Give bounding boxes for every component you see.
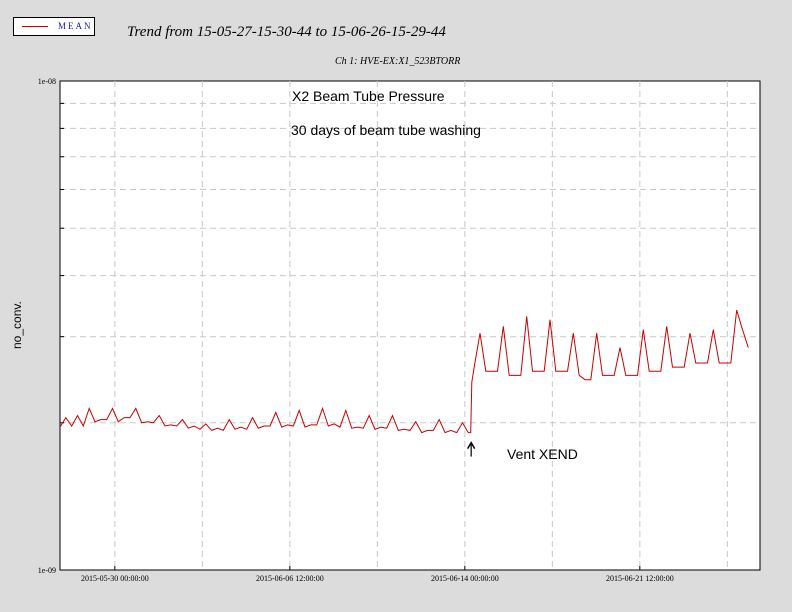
annotation-vent: Vent XEND bbox=[507, 446, 578, 462]
arrow-up-icon bbox=[467, 441, 476, 457]
annotations: X2 Beam Tube Pressure 30 days of beam tu… bbox=[291, 88, 578, 462]
plot-title: Trend from 15-05-27-15-30-44 to 15-06-26… bbox=[127, 24, 446, 40]
plot-subtitle: Ch 1: HVE-EX:X1_523BTORR bbox=[335, 56, 461, 67]
annotation-subtitle: 30 days of beam tube washing bbox=[291, 122, 481, 138]
grid bbox=[60, 81, 760, 570]
y-tick-label: 1e-08 bbox=[38, 77, 56, 86]
legend: MEAN bbox=[13, 17, 95, 36]
y-tick-label: 1e-09 bbox=[38, 566, 56, 575]
axis-ticks: 1e-08 1e-09 2015-05-30 00:00:00 2015-06-06 … bbox=[38, 77, 674, 583]
annotation-title: X2 Beam Tube Pressure bbox=[292, 88, 445, 104]
x-tick-label: 2015-06-14 00:00:00 bbox=[431, 574, 499, 583]
x-tick-label: 2015-05-30 00:00:00 bbox=[81, 574, 149, 583]
plot-area bbox=[59, 80, 761, 571]
x-tick-label: 2015-06-21 12:00:00 bbox=[606, 574, 674, 583]
legend-label: MEAN bbox=[58, 21, 93, 31]
legend-swatch bbox=[22, 26, 48, 27]
series-line-mean bbox=[59, 309, 749, 434]
x-tick-label: 2015-06-06 12:00:00 bbox=[256, 574, 324, 583]
